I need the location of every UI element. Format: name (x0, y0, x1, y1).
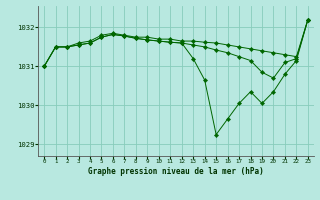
X-axis label: Graphe pression niveau de la mer (hPa): Graphe pression niveau de la mer (hPa) (88, 167, 264, 176)
